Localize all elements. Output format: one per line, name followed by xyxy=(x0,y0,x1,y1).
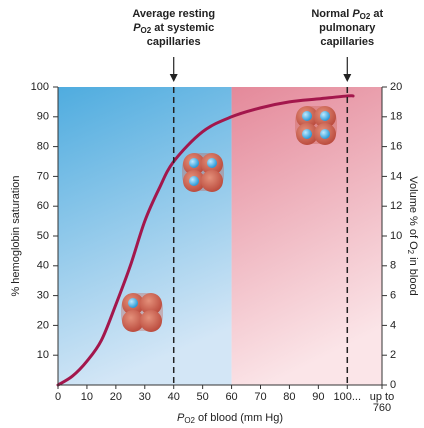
text-segment: P xyxy=(177,412,185,424)
x-tick-label: 70 xyxy=(254,391,267,403)
y2-tick-label: 8 xyxy=(390,260,396,272)
text-segment: 2 xyxy=(406,250,415,255)
text-segment: at xyxy=(370,8,383,20)
y-tick-label: 50 xyxy=(37,230,49,242)
y2-axis-label: Volume % of O2 in blood xyxy=(406,176,419,295)
annotation: Normal PO2 at xyxy=(311,8,383,21)
y-tick-label: 20 xyxy=(37,319,49,331)
text-segment: O2 xyxy=(360,12,371,21)
hemoglobin-icon xyxy=(182,153,224,192)
text-segment: Volume % of O xyxy=(407,176,419,250)
x-tick-label: up to 760 xyxy=(369,391,395,414)
x-tick-label: 80 xyxy=(283,391,296,403)
y2-tick-label: 2 xyxy=(390,349,396,361)
y-tick-label: 60 xyxy=(37,200,49,212)
text-segment: pulmonary xyxy=(319,22,376,34)
x-tick-label: 30 xyxy=(138,391,151,403)
text-segment: Normal xyxy=(311,8,352,20)
annotation: pulmonary xyxy=(319,22,376,34)
overlay: 10203040506070809010002468101214161820PO… xyxy=(10,8,419,425)
text-segment: capillaries xyxy=(147,36,201,48)
annotation: PO2 at systemic xyxy=(133,22,214,35)
x-tick-label: 20 xyxy=(109,391,122,403)
annotation: Average resting xyxy=(132,8,215,20)
y2-tick-label: 0 xyxy=(390,379,396,391)
text-segment: Average resting xyxy=(132,8,215,20)
curve xyxy=(56,94,355,387)
hemoglobin-icon xyxy=(121,293,163,332)
text-segment: capillaries xyxy=(320,36,374,48)
y2-tick-label: 16 xyxy=(390,141,402,153)
y2-tick-label: 12 xyxy=(390,200,402,212)
x-tick-label: 10 xyxy=(80,391,94,403)
text-segment: of blood (mm Hg) xyxy=(195,412,283,424)
text-segment: % hemoglobin saturation xyxy=(10,175,22,296)
y2-tick-label: 20 xyxy=(390,81,402,93)
x-tick-label: 90 xyxy=(312,391,325,403)
y-tick-label: 40 xyxy=(37,260,49,272)
y2-tick-label: 6 xyxy=(390,290,396,302)
text-segment: O2 xyxy=(184,416,195,425)
x-tick-label: 60 xyxy=(225,391,238,403)
text-segment: O2 xyxy=(141,26,152,35)
annotation: capillaries xyxy=(147,36,201,48)
x-tick-label: 0 xyxy=(54,391,62,403)
x-tick-label: 40 xyxy=(167,391,180,403)
text-segment: P xyxy=(352,8,360,20)
x-axis-label: PO2 of blood (mm Hg) xyxy=(177,412,283,425)
arrow-head xyxy=(169,74,178,82)
y2-tick-label: 4 xyxy=(390,319,396,331)
y2-tick-label: 18 xyxy=(390,111,402,123)
y-tick-label: 10 xyxy=(37,349,49,361)
y-tick-label: 80 xyxy=(37,141,49,153)
y-tick-label: 70 xyxy=(37,170,49,182)
text-segment: in blood xyxy=(407,254,419,296)
y-tick-label: 90 xyxy=(37,111,49,123)
y-tick-label: 30 xyxy=(37,290,49,302)
text-segment: at systemic xyxy=(151,22,214,34)
y2-tick-label: 10 xyxy=(390,230,402,242)
plot xyxy=(56,94,355,387)
x-tick-label: 100... xyxy=(333,391,362,403)
y-axis-label: % hemoglobin saturation xyxy=(10,175,22,296)
y2-tick-label: 14 xyxy=(390,170,402,182)
y-tick-label: 100 xyxy=(31,81,49,93)
hemoglobin-icon xyxy=(295,106,337,145)
x-tick-label: 50 xyxy=(196,391,209,403)
annotation: capillaries xyxy=(320,36,374,48)
shaded-region xyxy=(58,87,232,385)
arrow-head xyxy=(343,74,352,82)
text-segment: P xyxy=(133,22,141,34)
